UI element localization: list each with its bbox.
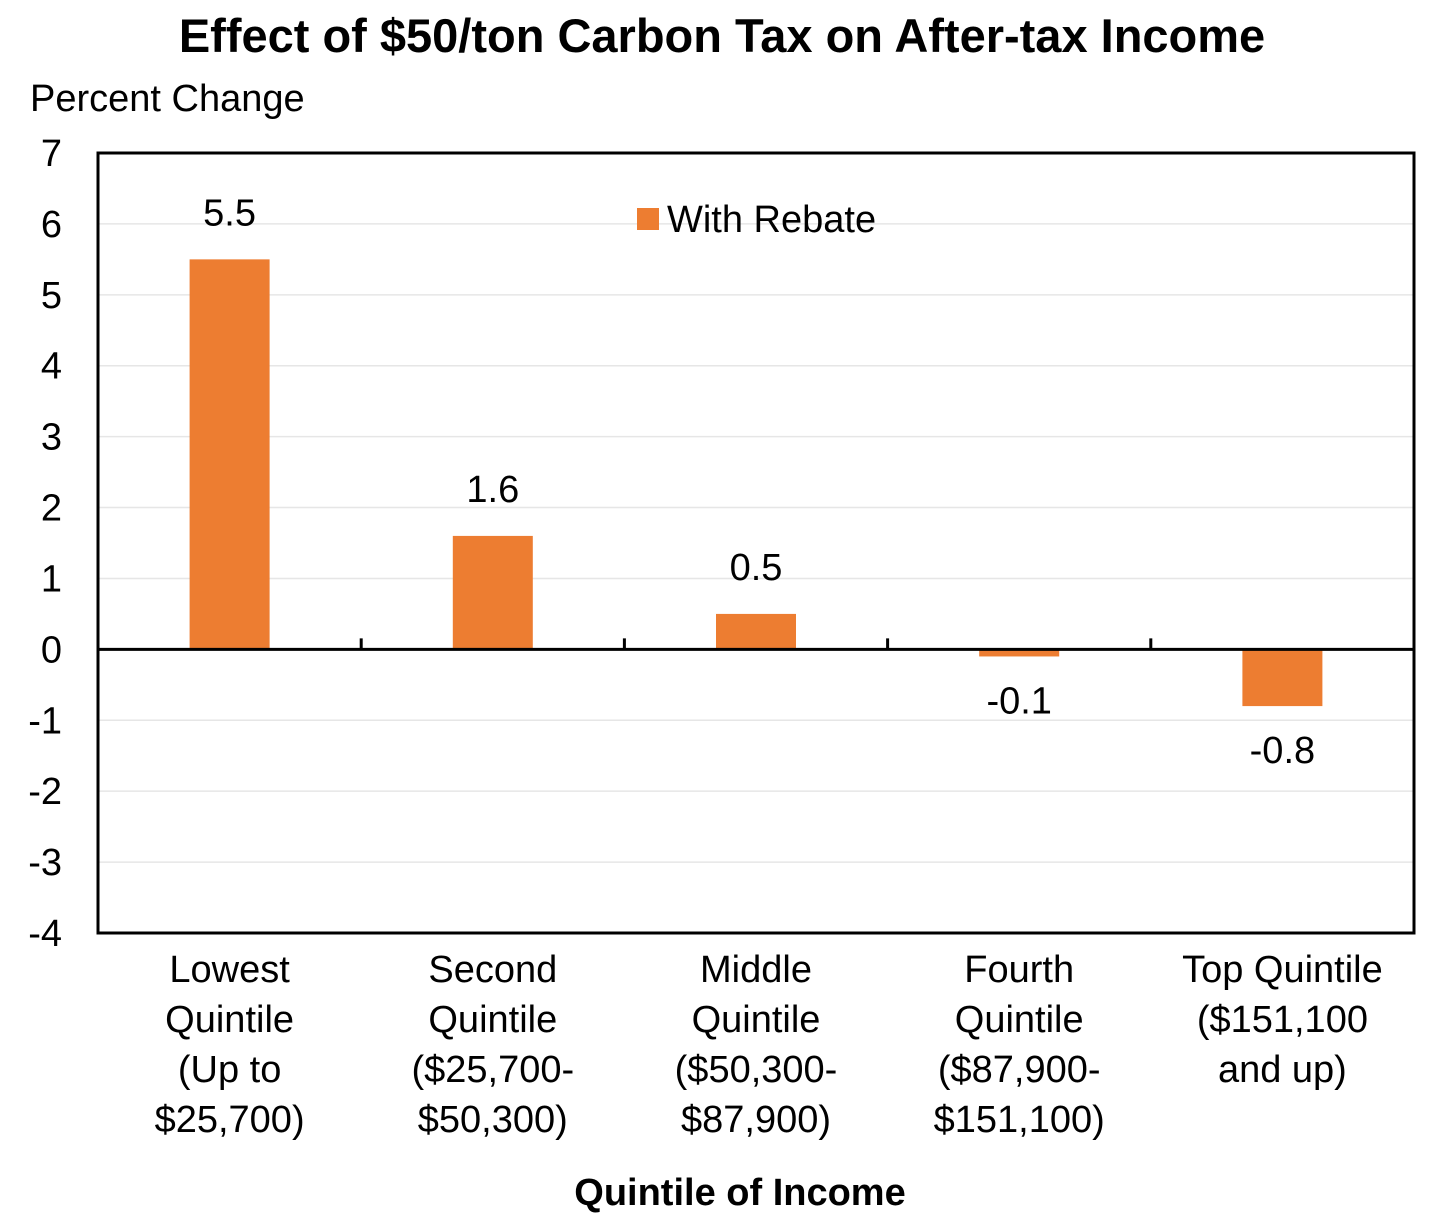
data-label: -0.1	[986, 680, 1051, 722]
data-label: 1.6	[466, 469, 519, 511]
x-category-label: Fourth Quintile ($87,900-$151,100)	[934, 949, 1105, 1141]
y-tick-label: -4	[28, 913, 62, 955]
y-tick-label: 3	[41, 417, 62, 459]
x-category-label: Top Quintile ($151,100 and up)	[1182, 949, 1383, 1091]
x-category-label: Lowest Quintile (Up to $25,700)	[155, 949, 305, 1141]
y-axis-title: Percent Change	[30, 78, 305, 120]
y-tick-label: 5	[41, 275, 62, 317]
legend-label: With Rebate	[667, 199, 876, 241]
bar	[189, 259, 270, 650]
y-tick-label: 4	[41, 346, 62, 388]
x-axis-title: Quintile of Income	[574, 1172, 906, 1214]
axes	[98, 638, 1414, 651]
y-tick-label: -1	[28, 700, 62, 742]
legend-swatch	[637, 208, 659, 230]
y-tick-label: 0	[41, 629, 62, 671]
y-tick-label: 7	[41, 133, 62, 175]
labels: -4 -3 -2 -1 0 1 2 3 4 5 6 7 5.5 1.6 0.5 -0.1 -0.8 Lowest Q…	[28, 133, 1383, 1141]
chart-title: Effect of $50/ton Carbon Tax on After-ta…	[178, 9, 1266, 62]
bar	[979, 649, 1060, 657]
y-tick-label: 1	[41, 558, 62, 600]
bar	[1242, 649, 1323, 707]
bar	[452, 535, 533, 650]
bars	[189, 259, 1323, 707]
legend: With Rebate	[637, 199, 876, 241]
y-tick-label: 6	[41, 204, 62, 246]
y-tick-label: -2	[28, 771, 62, 813]
x-category-label: Second Quintile ($25,700-$50,300)	[411, 949, 574, 1141]
y-tick-label: 2	[41, 488, 62, 530]
y-tick-label: -3	[28, 842, 62, 884]
data-label: -0.8	[1250, 730, 1315, 772]
data-label: 0.5	[730, 547, 783, 589]
gridlines	[98, 223, 1414, 863]
bar	[716, 613, 796, 650]
plot-frame	[96, 151, 1416, 935]
data-label: 5.5	[203, 192, 256, 234]
x-category-label: Middle Quintile ($50,300-$87,900)	[675, 949, 838, 1141]
